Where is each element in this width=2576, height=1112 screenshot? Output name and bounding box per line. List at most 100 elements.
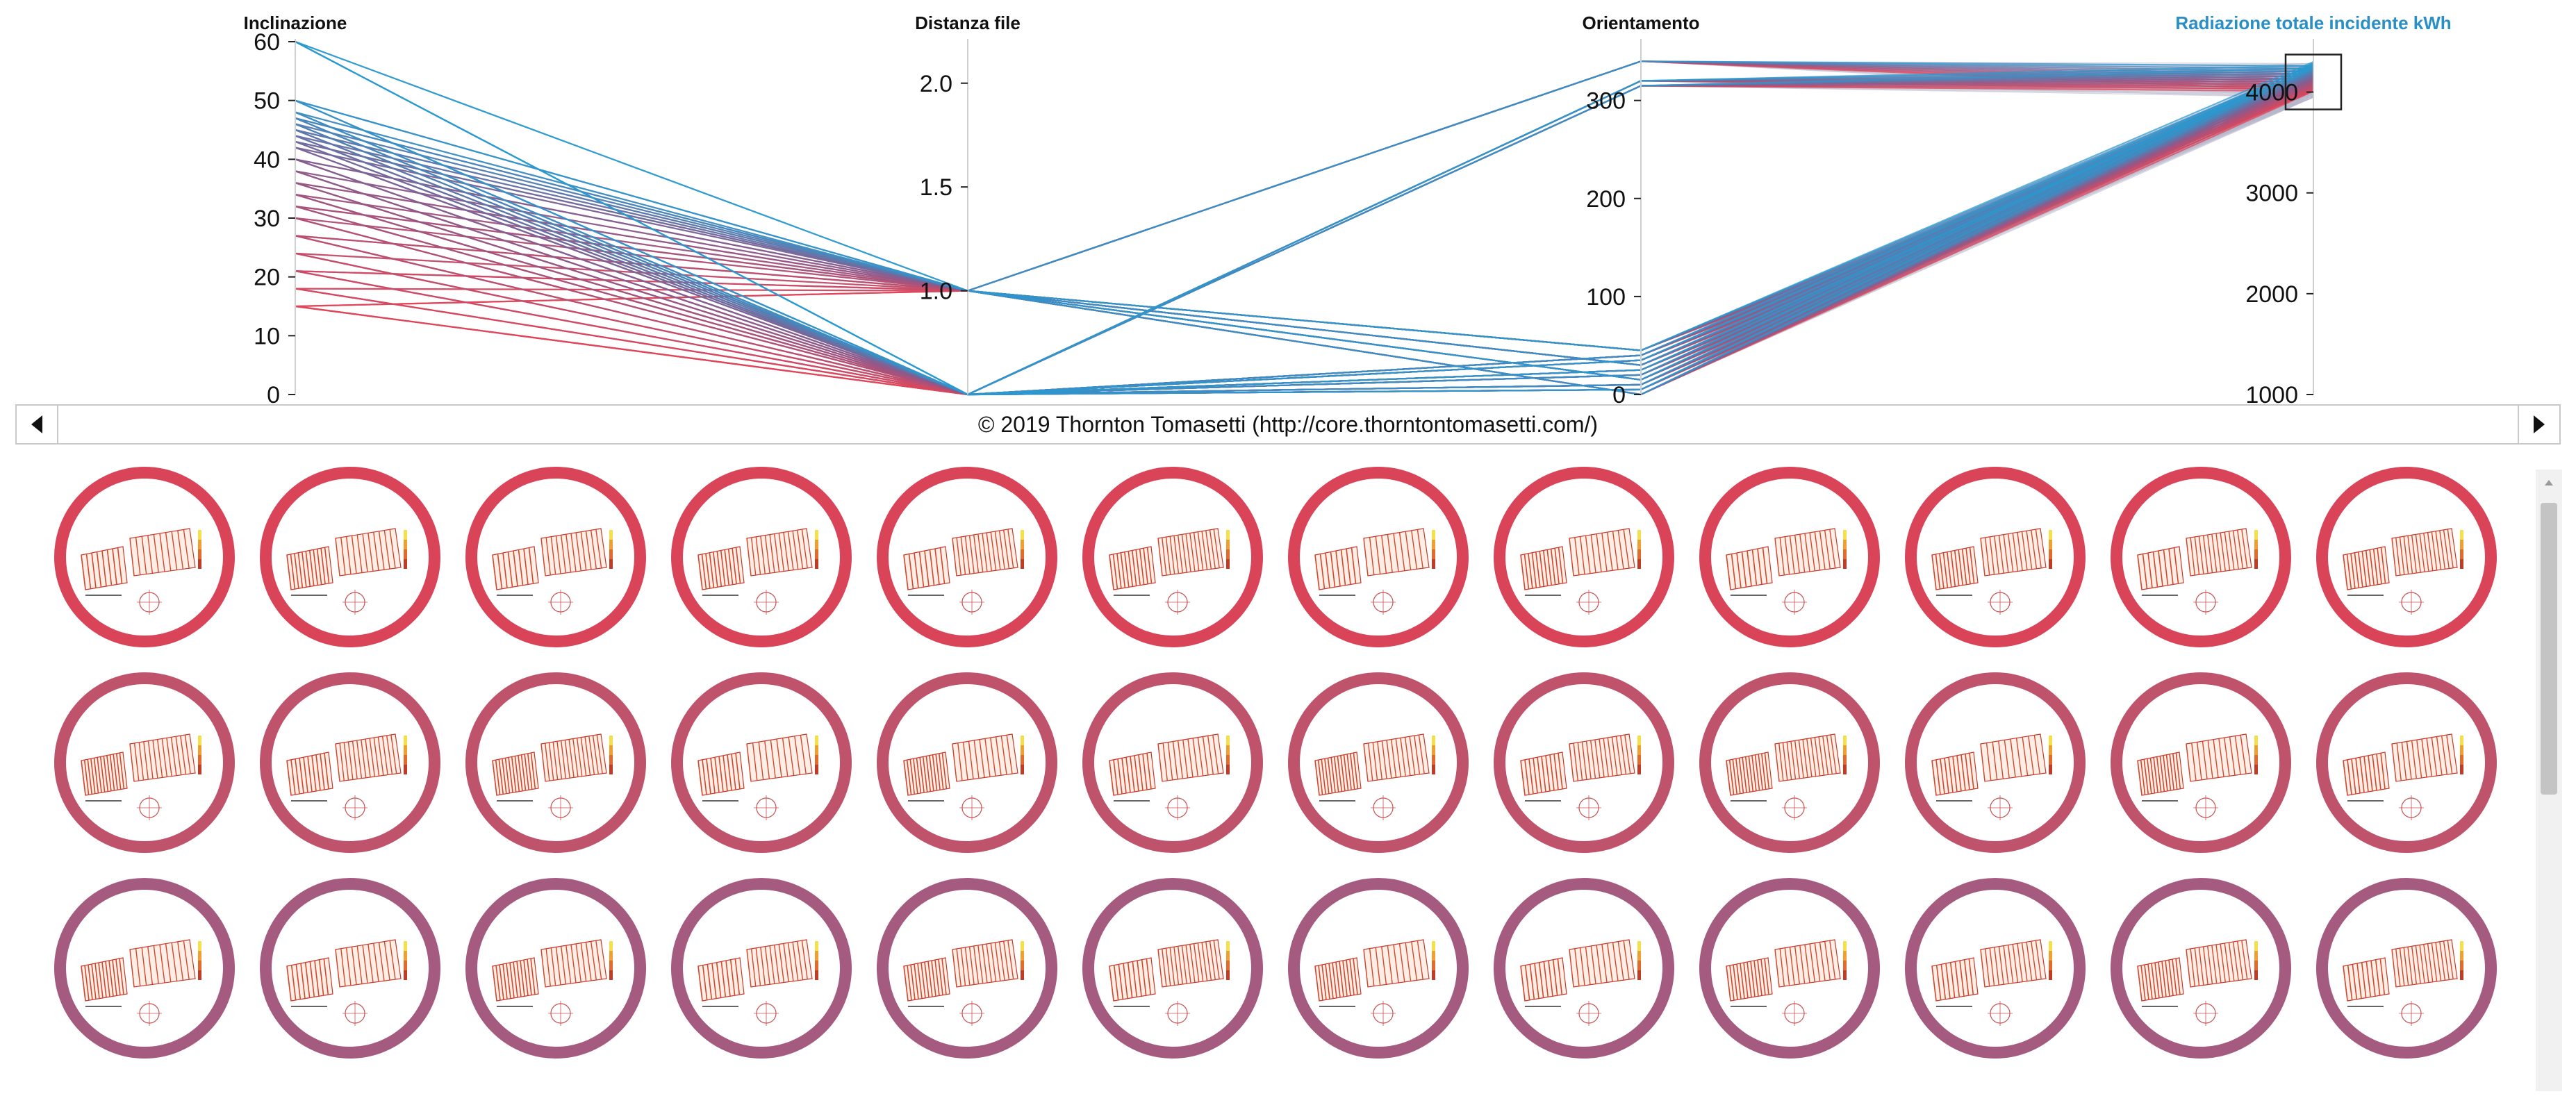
design-thumbnail[interactable] — [2111, 467, 2291, 647]
design-thumbnail[interactable] — [877, 878, 1057, 1059]
context-line — [295, 77, 2314, 395]
design-thumbnail[interactable] — [2316, 467, 2497, 647]
design-thumbnail[interactable] — [54, 467, 235, 647]
scroll-up-button[interactable] — [2536, 472, 2562, 493]
data-line — [295, 87, 2314, 396]
thumbnail-ring — [1699, 467, 1880, 647]
thumbnail-ring — [1494, 672, 1674, 853]
design-thumbnail[interactable] — [1494, 467, 1674, 647]
thumbnail-ring — [1905, 672, 2086, 853]
thumbnail-ring — [1288, 672, 1469, 853]
design-thumbnail[interactable] — [1082, 672, 1263, 853]
design-thumbnail[interactable] — [1905, 672, 2086, 853]
design-thumbnail[interactable] — [2316, 878, 2497, 1059]
design-thumbnail[interactable] — [260, 467, 440, 647]
solar-array-preview-image — [286, 939, 407, 1026]
data-line — [295, 88, 2314, 396]
design-thumbnail[interactable] — [671, 878, 852, 1059]
design-thumbnail[interactable] — [1905, 467, 2086, 647]
thumbnail-ring — [465, 672, 646, 853]
design-thumbnail[interactable] — [260, 672, 440, 853]
axis-title[interactable]: Radiazione totale incidente kWh — [2175, 13, 2451, 33]
scroll-thumb[interactable] — [2541, 503, 2557, 795]
design-thumbnail[interactable] — [2111, 672, 2291, 853]
design-thumbnail[interactable] — [877, 672, 1057, 853]
brush-selection[interactable] — [2284, 53, 2343, 110]
design-thumbnail[interactable] — [54, 878, 235, 1059]
thumbnail-ring — [1288, 878, 1469, 1059]
solar-array-preview-image — [2137, 528, 2258, 615]
solar-array-preview-image — [1109, 528, 1230, 615]
solar-array-preview-image — [492, 528, 613, 615]
tick-label: 200 — [1586, 186, 1626, 213]
design-thumbnail[interactable] — [2316, 672, 2497, 853]
data-line — [295, 75, 2314, 396]
design-thumbnail[interactable] — [1494, 672, 1674, 853]
design-thumbnail[interactable] — [1905, 878, 2086, 1059]
design-thumbnail[interactable] — [671, 467, 852, 647]
thumbnail-ring — [1699, 878, 1880, 1059]
solar-array-preview-image — [1726, 939, 1847, 1026]
parallel-coordinates-chart[interactable]: Inclinazione 0 10 20 30 40 50 60 Distanza file 1.… — [0, 0, 2576, 410]
design-thumbnail[interactable] — [2111, 878, 2291, 1059]
prev-button[interactable] — [17, 406, 58, 443]
solar-array-preview-image — [1931, 528, 2052, 615]
scrollbar[interactable] — [2536, 470, 2562, 1091]
context-line — [295, 88, 2314, 395]
design-thumbnail[interactable] — [877, 467, 1057, 647]
triangle-left-icon — [31, 415, 42, 433]
design-thumbnail[interactable] — [1699, 672, 1880, 853]
design-thumbnail[interactable] — [1288, 672, 1469, 853]
axis-title[interactable]: Distanza file — [915, 13, 1021, 33]
design-thumbnail[interactable] — [1082, 467, 1263, 647]
data-line — [295, 78, 2314, 396]
next-button[interactable] — [2518, 406, 2559, 443]
context-line — [295, 77, 2314, 395]
design-thumbnail[interactable] — [1494, 878, 1674, 1059]
thumbnail-ring — [1494, 878, 1674, 1059]
thumbnail-ring — [1905, 467, 2086, 647]
tick-label: 10 — [254, 323, 280, 349]
design-thumbnail[interactable] — [260, 878, 440, 1059]
solar-array-preview-image — [2137, 733, 2258, 820]
axis-title[interactable]: Inclinazione — [244, 13, 347, 33]
design-thumbnail[interactable] — [1699, 878, 1880, 1059]
thumbnail-ring — [671, 467, 852, 647]
solar-array-preview-image — [1931, 733, 2052, 820]
context-line — [295, 88, 2314, 395]
design-thumbnail[interactable] — [1288, 878, 1469, 1059]
solar-array-preview-image — [1931, 939, 2052, 1026]
solar-array-preview-image — [2343, 939, 2463, 1026]
tick-label: 60 — [254, 29, 280, 56]
design-thumbnail[interactable] — [1082, 878, 1263, 1059]
footer-bar: © 2019 Thornton Tomasetti (http://core.t… — [15, 404, 2561, 445]
solar-array-preview-image — [697, 939, 818, 1026]
context-line — [295, 77, 2314, 395]
design-thumbnail[interactable] — [465, 672, 646, 853]
data-line — [295, 76, 2314, 396]
solar-array-preview-image — [1314, 528, 1435, 615]
design-thumbnail[interactable] — [465, 878, 646, 1059]
thumbnail-ring — [2111, 672, 2291, 853]
thumbnail-ring — [877, 467, 1057, 647]
design-thumbnail[interactable] — [465, 467, 646, 647]
solar-array-preview-image — [1726, 528, 1847, 615]
thumbnail-ring — [2316, 467, 2497, 647]
design-thumbnail[interactable] — [1699, 467, 1880, 647]
design-thumbnail[interactable] — [54, 672, 235, 853]
solar-array-preview-image — [2137, 939, 2258, 1026]
thumbnail-ring — [1082, 878, 1263, 1059]
thumbnail-ring — [465, 467, 646, 647]
solar-array-preview-image — [697, 733, 818, 820]
tick-label: 30 — [254, 206, 280, 232]
data-line — [295, 76, 2314, 396]
axis-title[interactable]: Orientamento — [1582, 13, 1699, 33]
tick-label: 1000 — [2245, 382, 2298, 408]
data-line — [295, 75, 2314, 396]
data-line — [295, 60, 2314, 292]
solar-array-preview-image — [903, 733, 1024, 820]
design-thumbnail[interactable] — [671, 672, 852, 853]
data-line — [295, 78, 2314, 396]
design-thumbnail[interactable] — [1288, 467, 1469, 647]
thumbnail-ring — [2316, 672, 2497, 853]
